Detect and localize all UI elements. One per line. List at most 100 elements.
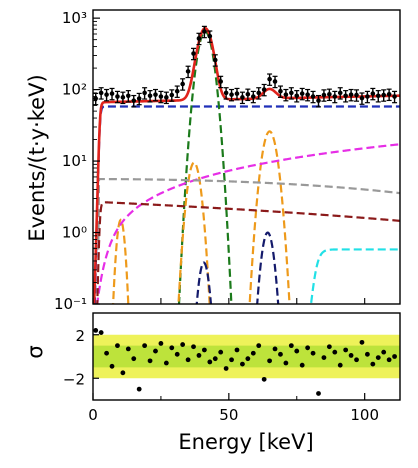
data-point bbox=[120, 95, 126, 100]
residual-point bbox=[299, 362, 305, 368]
residual-point bbox=[158, 341, 164, 346]
y-tick-label: 10⁻¹ bbox=[54, 295, 87, 313]
residual-point bbox=[326, 344, 332, 350]
residual-point bbox=[392, 354, 397, 359]
residual-point bbox=[147, 358, 153, 364]
data-point bbox=[278, 88, 283, 94]
data-point bbox=[180, 81, 185, 87]
residual-point bbox=[332, 349, 338, 355]
residual-point bbox=[267, 358, 272, 364]
x-tick-label: 100 bbox=[350, 406, 379, 424]
data-point bbox=[305, 92, 310, 97]
residual-point bbox=[234, 347, 240, 353]
residual-point bbox=[163, 360, 169, 366]
data-point bbox=[169, 92, 175, 98]
data-point bbox=[348, 92, 354, 97]
data-point bbox=[98, 90, 104, 96]
residual-point bbox=[229, 357, 234, 363]
data-point bbox=[136, 96, 142, 101]
residual-point bbox=[240, 361, 245, 367]
data-point bbox=[202, 29, 207, 34]
residual-point bbox=[256, 343, 262, 349]
data-point bbox=[327, 91, 332, 97]
data-point bbox=[174, 88, 180, 94]
residual-point bbox=[142, 343, 148, 349]
residual-panel: 2 −20 50 100 bbox=[63, 312, 401, 424]
y-axis-label-bottom: σ bbox=[23, 345, 47, 358]
data-point bbox=[392, 94, 397, 99]
residual-point bbox=[207, 359, 213, 365]
data-point bbox=[375, 93, 381, 99]
top-panel: 10⁻¹ 10⁰ 10¹ 10² 10³ bbox=[54, 9, 401, 313]
residual-point bbox=[272, 346, 278, 352]
residual-point bbox=[250, 350, 256, 356]
data-point bbox=[153, 92, 158, 97]
data-point bbox=[359, 95, 365, 101]
residual-point bbox=[174, 351, 180, 357]
x-tick-label: 0 bbox=[88, 406, 98, 424]
top-panel-frame bbox=[92, 9, 401, 305]
data-point bbox=[234, 91, 240, 96]
data-point bbox=[104, 92, 109, 97]
residual-point bbox=[283, 360, 289, 366]
residual-point bbox=[136, 386, 142, 392]
data-point bbox=[142, 90, 147, 96]
data-point bbox=[354, 92, 359, 98]
residual-point bbox=[348, 353, 354, 358]
data-point bbox=[299, 91, 305, 96]
residual-point bbox=[305, 345, 311, 351]
data-point bbox=[321, 92, 327, 98]
y-axis-label-top: Events/(t·y·keV) bbox=[25, 74, 49, 241]
residual-point bbox=[310, 350, 316, 356]
data-point bbox=[147, 93, 153, 99]
residual-point bbox=[354, 357, 359, 363]
data-point bbox=[386, 91, 392, 97]
residual-point bbox=[185, 357, 191, 363]
data-point bbox=[332, 94, 338, 99]
data-point bbox=[115, 94, 120, 99]
residual-point bbox=[115, 343, 120, 349]
series-line-rising-continuum bbox=[96, 143, 400, 304]
residual-point bbox=[370, 361, 376, 367]
series-line-peak-at-41-kev bbox=[177, 30, 233, 304]
data-point bbox=[337, 90, 343, 96]
data-point bbox=[158, 94, 164, 99]
residual-point bbox=[386, 357, 392, 363]
residual-point bbox=[364, 351, 370, 357]
residual-point bbox=[288, 343, 294, 349]
data-point bbox=[370, 91, 376, 96]
one-sigma-band bbox=[93, 345, 400, 368]
curve-layer bbox=[93, 25, 400, 304]
data-point bbox=[131, 98, 137, 103]
residual-point bbox=[93, 328, 99, 333]
residual-point bbox=[321, 355, 327, 360]
residual-point bbox=[343, 347, 349, 353]
residual-panel-frame bbox=[92, 312, 401, 401]
data-point bbox=[191, 51, 196, 56]
residual-point bbox=[191, 344, 196, 350]
data-point bbox=[212, 57, 218, 63]
residual-point bbox=[212, 356, 218, 362]
y-tick-label: 10¹ bbox=[62, 152, 87, 170]
data-point bbox=[218, 79, 223, 84]
x-tick-label: 50 bbox=[219, 406, 238, 424]
residual-point bbox=[169, 345, 175, 351]
data-point bbox=[109, 91, 115, 96]
data-point bbox=[126, 93, 131, 99]
data-point bbox=[343, 93, 348, 99]
residual-point bbox=[98, 330, 104, 335]
y-tick-label: 10² bbox=[62, 81, 87, 99]
data-point bbox=[207, 33, 213, 39]
data-point bbox=[267, 76, 272, 82]
data-point bbox=[240, 95, 245, 100]
data-point bbox=[316, 98, 321, 103]
data-point bbox=[381, 92, 386, 98]
residual-y-tick-label: −2 bbox=[63, 370, 85, 388]
data-point bbox=[196, 36, 202, 41]
data-point bbox=[283, 92, 289, 97]
residual-point bbox=[218, 349, 224, 355]
data-point bbox=[250, 94, 256, 99]
data-point bbox=[289, 90, 294, 96]
data-point bbox=[164, 95, 169, 100]
